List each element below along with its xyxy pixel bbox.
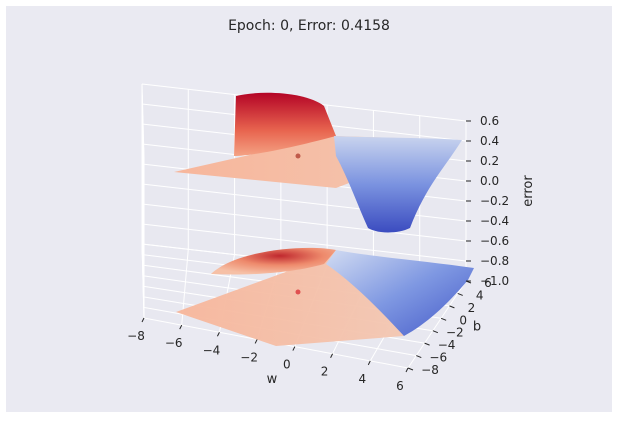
w-tick-label: −2: [240, 350, 258, 364]
z-tick-label: −0.4: [480, 214, 509, 228]
b-tick-label: −8: [421, 363, 439, 377]
w-tick-mark: [254, 339, 258, 344]
w-tick-mark: [179, 324, 183, 330]
surfaces: [174, 92, 474, 346]
w-tick-mark: [292, 346, 296, 351]
grid-line: [407, 280, 467, 369]
w-tick-label: 0: [283, 358, 291, 372]
w-tick-label: 2: [321, 365, 329, 379]
surface-peak: [234, 92, 336, 156]
grid-line: [141, 183, 145, 259]
b-tick-label: 4: [476, 288, 484, 302]
grid-line: [141, 163, 145, 239]
b-tick-mark: [432, 330, 439, 334]
grid-line: [141, 223, 145, 299]
figure: −8 −6 −4 −2 0 2 4 6 −8 −6 −4 −2 0 2 4 6 0.6 0.4 0.2 0.0 −0.2…: [6, 6, 612, 412]
b-tick-mark: [440, 317, 447, 321]
grid-line: [141, 243, 145, 319]
grid-line: [141, 123, 145, 199]
z-tick-label: −0.2: [480, 194, 509, 208]
z-tick-label: 0.0: [480, 174, 499, 188]
b-tick-label: 6: [484, 276, 492, 290]
z-tick-label: 0.6: [480, 114, 499, 128]
grid-line: [141, 223, 467, 262]
grid-line: [141, 143, 145, 219]
b-tick-mark: [416, 355, 422, 359]
b-tick-label: −4: [438, 338, 456, 352]
floor-contour-high: [211, 247, 336, 275]
w-tick-mark: [141, 317, 145, 323]
w-tick-mark: [330, 353, 334, 358]
axis-labels: w b error: [267, 175, 536, 387]
current-point-projection: [295, 289, 301, 295]
w-tick-label: −6: [165, 336, 183, 350]
w-tick-mark: [367, 360, 371, 366]
b-tick-mark: [424, 342, 430, 346]
b-tick-label: −6: [429, 351, 447, 365]
z-tick-label: −0.6: [480, 234, 509, 248]
grid-line: [141, 203, 145, 279]
z-tick-label: −1.0: [480, 274, 509, 288]
b-tick-mark: [407, 367, 414, 371]
b-tick-label: −2: [446, 326, 464, 340]
axis-ticks: −8−6−4−20246−8−6−4−202460.60.40.20.0−0.2…: [127, 114, 509, 393]
w-tick-label: −4: [203, 343, 221, 357]
b-tick-label: 2: [468, 301, 476, 315]
grid-line: [141, 103, 145, 179]
z-tick-label: −0.8: [480, 254, 509, 268]
b-axis-label: b: [473, 320, 481, 335]
w-tick-label: −8: [127, 329, 145, 343]
surface-plot-3d: −8−6−4−20246−8−6−4−202460.60.40.20.0−0.2…: [127, 83, 536, 393]
w-tick-mark: [405, 367, 409, 373]
w-axis-label: w: [267, 372, 278, 387]
z-tick-label: 0.4: [480, 134, 499, 148]
z-tick-label: 0.2: [480, 154, 499, 168]
b-tick-mark: [449, 305, 455, 309]
current-point: [295, 153, 301, 159]
grid-line: [141, 203, 467, 242]
w-tick-mark: [216, 332, 220, 337]
w-tick-label: 4: [358, 372, 366, 386]
grid-line: [141, 83, 145, 159]
b-tick-label: 0: [459, 313, 467, 327]
surface-valley: [334, 136, 462, 233]
chart-title: Epoch: 0, Error: 0.4158: [228, 18, 390, 34]
w-tick-label: 6: [396, 379, 404, 393]
b-tick-mark: [457, 292, 463, 296]
z-axis-label: error: [521, 175, 536, 207]
floor-contour-low: [326, 250, 474, 336]
